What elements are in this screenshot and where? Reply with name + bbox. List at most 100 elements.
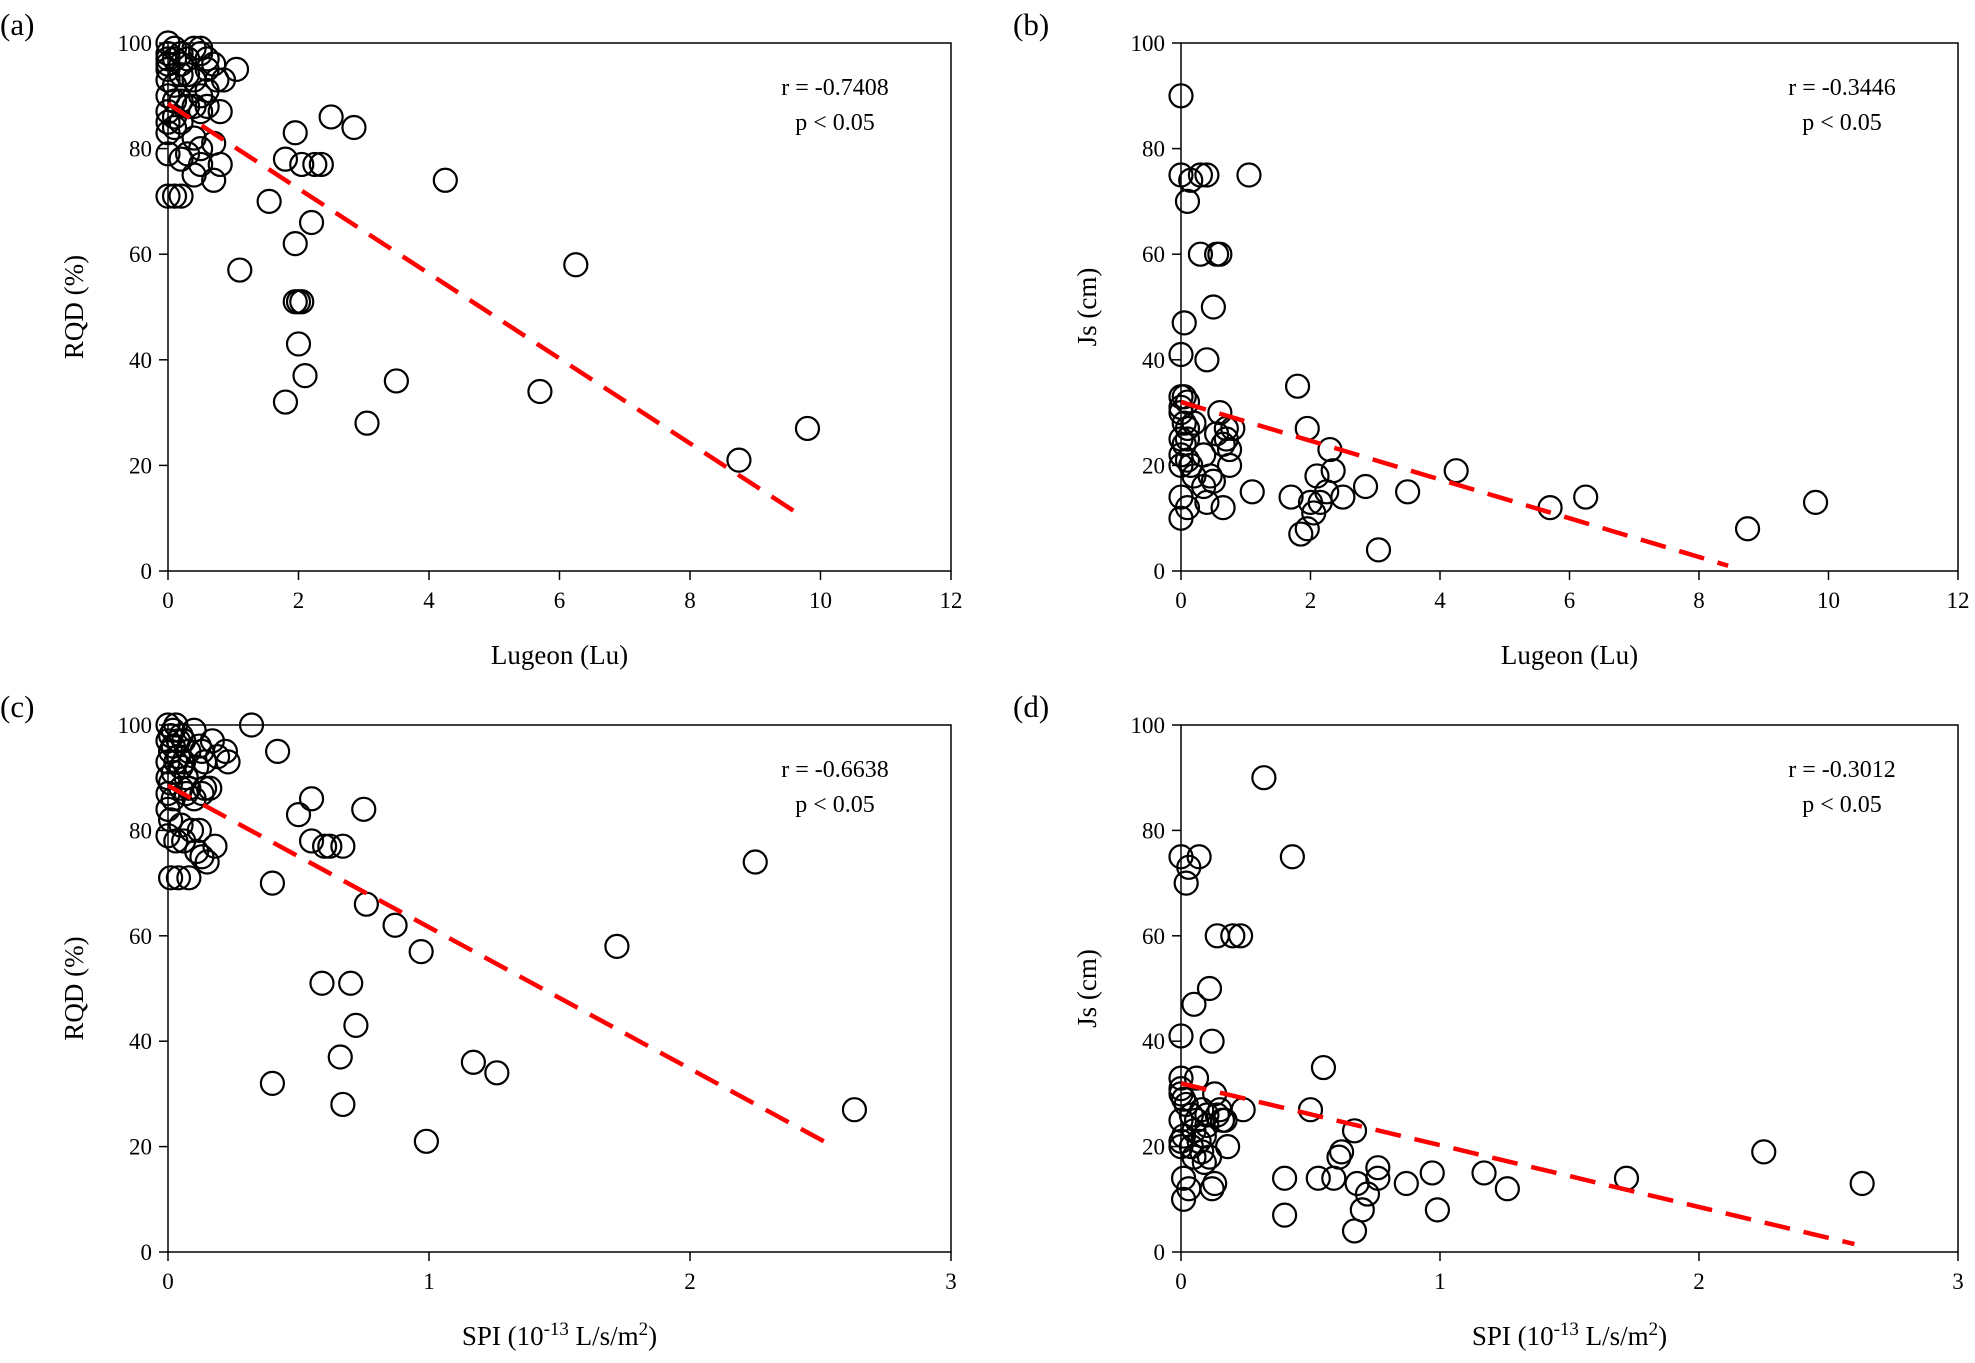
x-tick-label: 8	[1693, 588, 1705, 613]
data-point	[194, 849, 220, 875]
x-tick-label: 2	[293, 588, 305, 613]
data-point	[282, 231, 308, 257]
data-point	[227, 257, 253, 283]
data-point	[155, 183, 181, 209]
y-tick-label: 80	[129, 137, 152, 162]
data-point	[1239, 479, 1265, 505]
data-point	[1349, 1197, 1375, 1223]
data-point	[1199, 1028, 1225, 1054]
x-tick-label: 6	[1564, 588, 1576, 613]
data-point	[259, 1070, 285, 1096]
data-point	[1230, 1097, 1256, 1123]
chart-panel-1: 0 2 4 6 8 10 12 0 20 40 60 80 100 Lugeon (Lu) RQD (%) (…	[0, 7, 963, 670]
data-point	[1352, 473, 1379, 500]
x-tick-label: 4	[1434, 588, 1446, 613]
data-point	[1751, 1139, 1777, 1165]
data-point	[302, 151, 328, 178]
data-point	[1419, 1160, 1445, 1186]
x-tick-label: 3	[945, 1269, 957, 1294]
data-point	[317, 833, 343, 859]
data-point	[176, 865, 202, 891]
trend-line	[166, 101, 803, 518]
data-point	[1174, 188, 1201, 214]
data-point	[330, 833, 356, 859]
x-tick-label: 8	[684, 588, 696, 613]
data-point	[382, 912, 408, 938]
data-point	[354, 410, 380, 436]
data-point	[1207, 241, 1233, 267]
data-point	[1189, 1097, 1215, 1123]
y-tick-label: 60	[1142, 242, 1165, 267]
data-point	[188, 136, 214, 162]
data-point	[201, 167, 227, 193]
y-tick-label: 20	[129, 453, 152, 478]
data-point	[1207, 400, 1233, 426]
chart-panel-2: 0 2 4 6 8 10 12 0 20 40 60 80 100 Lugeon (Lu) Js (cm) (…	[1013, 7, 1970, 670]
data-point	[212, 738, 239, 764]
x-tick-label: 4	[423, 588, 435, 613]
data-point	[207, 99, 233, 125]
data-point	[155, 141, 181, 167]
x-tick-label: 1	[1434, 1269, 1446, 1294]
x-tick-label: 0	[162, 588, 174, 613]
data-point	[1294, 516, 1320, 542]
data-point	[298, 828, 325, 854]
data-point	[1194, 347, 1220, 373]
data-point	[1365, 1165, 1391, 1191]
plot-frame	[1180, 724, 1959, 1253]
y-axis-label: RQD (%)	[59, 255, 89, 359]
data-point	[265, 738, 291, 764]
data-point	[256, 188, 282, 214]
data-point	[1321, 1165, 1347, 1191]
data-points	[1168, 83, 1829, 563]
data-point	[1471, 1160, 1497, 1186]
data-point	[1189, 1139, 1215, 1165]
y-tick-label: 0	[1154, 1240, 1166, 1265]
x-tick-label: 10	[809, 588, 832, 613]
data-point	[1186, 844, 1212, 870]
data-point	[1174, 447, 1201, 473]
trend-line	[166, 783, 835, 1149]
significance-annotation: p < 0.05	[1802, 110, 1882, 136]
data-point	[1278, 484, 1304, 510]
significance-annotation: p < 0.05	[1802, 792, 1882, 818]
trend-line	[1180, 1081, 1855, 1247]
y-tick-label: 40	[1142, 348, 1165, 373]
data-point	[1328, 1139, 1355, 1165]
data-point	[1220, 923, 1246, 949]
data-point	[413, 1128, 439, 1154]
x-tick-label: 0	[162, 1269, 174, 1294]
x-axis-label: Lugeon (Lu)	[491, 640, 628, 670]
correlation-annotation: r = -0.3446	[1788, 75, 1896, 101]
data-point	[312, 833, 338, 859]
data-point	[1171, 410, 1197, 436]
data-point	[1393, 1170, 1419, 1197]
x-tick-label: 2	[684, 1269, 696, 1294]
data-point	[338, 970, 364, 996]
data-point	[285, 801, 312, 828]
data-point	[161, 46, 188, 72]
data-point	[1365, 1155, 1391, 1181]
y-tick-label: 40	[1142, 1029, 1165, 1054]
data-point	[1173, 870, 1199, 896]
data-point	[1251, 765, 1277, 791]
data-point	[318, 104, 344, 130]
data-point	[1424, 1197, 1451, 1223]
y-tick-label: 60	[1142, 924, 1165, 949]
data-point	[742, 849, 768, 875]
data-point	[272, 146, 299, 172]
panel-label: (c)	[0, 689, 34, 724]
y-tick-label: 20	[1142, 1135, 1165, 1160]
data-point	[1197, 463, 1223, 489]
data-point	[1181, 991, 1207, 1017]
data-point	[298, 786, 325, 812]
data-point	[1202, 1170, 1228, 1197]
data-point	[1174, 415, 1201, 442]
data-point	[1194, 162, 1220, 188]
y-tick-label: 0	[141, 1240, 153, 1265]
data-point	[282, 120, 308, 146]
correlation-annotation: r = -0.7408	[781, 75, 889, 101]
data-point	[1174, 495, 1201, 521]
x-tick-label: 6	[554, 588, 566, 613]
